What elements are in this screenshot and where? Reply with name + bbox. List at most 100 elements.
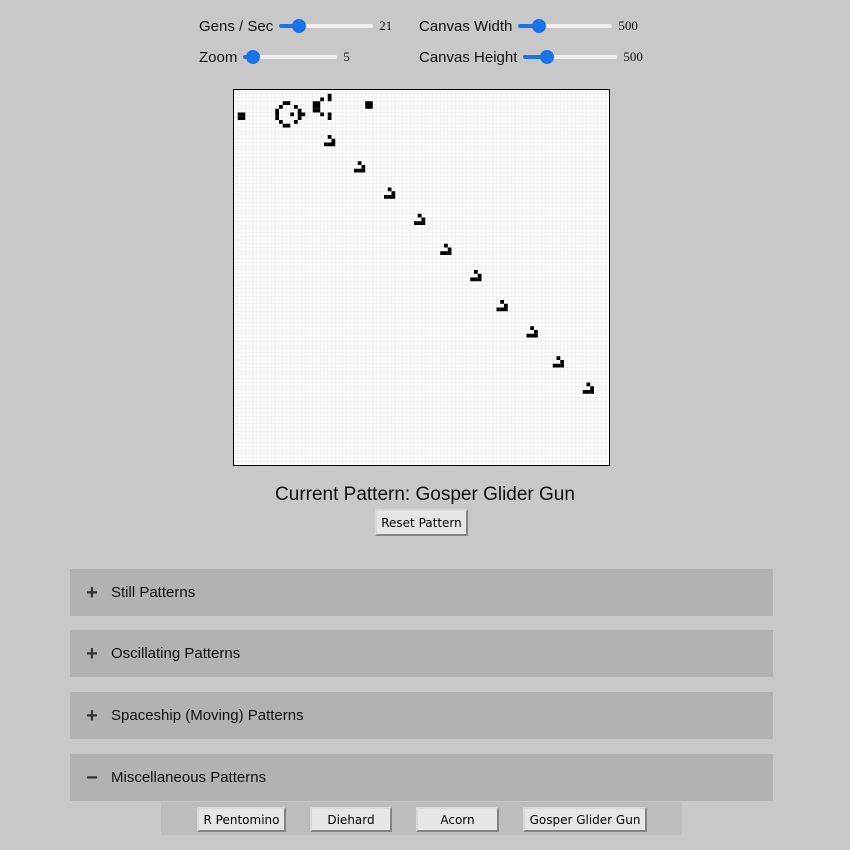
live-cell: [504, 307, 508, 312]
live-cell: [327, 93, 332, 98]
live-cell: [440, 251, 444, 255]
live-cell: [560, 363, 564, 368]
live-cell: [361, 165, 366, 169]
accordion-miscellaneous-patterns[interactable]: − Miscellaneous Patterns: [70, 754, 773, 801]
accordion-spaceship-patterns[interactable]: + Spaceship (Moving) Patterns: [70, 692, 773, 739]
live-cell: [556, 356, 561, 360]
slider-thumb[interactable]: [539, 50, 554, 64]
current-pattern-label: Current Pattern: Gosper Glider Gun: [275, 484, 575, 505]
live-cell: [477, 273, 482, 278]
live-cell: [365, 101, 369, 105]
live-cell: [275, 108, 279, 113]
slider-track: [523, 55, 618, 59]
slider-fill: [523, 55, 547, 59]
live-cell: [496, 307, 501, 312]
canvas-width-slider[interactable]: [518, 16, 613, 36]
live-cell: [357, 161, 362, 165]
gens-per-sec-value: 21: [379, 18, 393, 33]
gens-per-sec-label: Gens / Sec: [199, 17, 274, 35]
canvas-height-control: Canvas Height 500: [419, 47, 643, 67]
zoom-value: 5: [343, 49, 350, 64]
live-cell: [290, 112, 294, 117]
live-cell: [586, 382, 591, 387]
live-cell: [474, 270, 478, 274]
accordion-title: Oscillating Patterns: [111, 645, 241, 662]
live-cell: [417, 213, 422, 218]
plus-icon: +: [86, 704, 98, 727]
gosper-glider-gun-button[interactable]: Gosper Glider Gun: [523, 807, 647, 832]
reset-pattern-button[interactable]: Reset Pattern: [375, 509, 468, 536]
live-cell: [331, 142, 336, 147]
accordion-title: Miscellaneous Patterns: [111, 769, 267, 786]
live-cell: [316, 108, 321, 113]
live-cell: [312, 108, 317, 113]
canvas-height-slider[interactable]: [523, 47, 618, 67]
live-cell: [316, 105, 321, 109]
live-cell: [369, 101, 373, 105]
live-cells: [237, 93, 594, 394]
live-cell: [500, 307, 504, 312]
zoom-slider[interactable]: [243, 47, 338, 67]
acorn-button[interactable]: Acorn: [416, 807, 499, 832]
plus-icon: +: [86, 581, 98, 604]
live-cell: [297, 108, 302, 113]
live-cell: [279, 105, 283, 109]
accordion-oscillating-patterns[interactable]: + Oscillating Patterns: [70, 630, 773, 677]
zoom-label: Zoom: [199, 48, 238, 66]
live-cell: [447, 251, 452, 255]
live-cell: [582, 390, 587, 394]
live-cell: [237, 116, 242, 120]
live-cell: [391, 195, 396, 199]
live-cell: [500, 300, 504, 304]
gens-per-sec-control: Gens / Sec 21: [199, 16, 392, 36]
live-cell: [237, 112, 242, 117]
life-canvas[interactable]: [233, 89, 610, 466]
canvas-width-control: Canvas Width 500: [419, 16, 638, 36]
live-cell: [327, 112, 332, 117]
live-cell: [474, 277, 478, 282]
slider-thumb[interactable]: [532, 19, 547, 33]
live-cell: [294, 105, 298, 109]
live-cell: [275, 112, 279, 117]
live-cell: [241, 116, 246, 120]
live-cell: [279, 120, 283, 124]
live-cell: [361, 168, 366, 173]
live-cell: [444, 243, 448, 248]
live-cell: [590, 386, 594, 390]
diehard-button[interactable]: Diehard: [310, 807, 392, 832]
slider-thumb[interactable]: [291, 19, 306, 33]
canvas-height-value: 500: [623, 49, 643, 64]
live-cell: [414, 221, 418, 225]
accordion-still-patterns[interactable]: + Still Patterns: [70, 569, 773, 616]
live-cell: [444, 251, 448, 255]
live-cell: [421, 221, 426, 225]
live-cell: [384, 195, 388, 199]
live-cell: [387, 195, 392, 199]
live-cell: [504, 303, 508, 308]
live-cell: [301, 112, 306, 117]
live-cell: [526, 333, 531, 338]
live-cell: [354, 168, 358, 173]
live-cell: [327, 135, 332, 139]
accordion-title: Still Patterns: [111, 584, 196, 601]
gens-per-sec-slider[interactable]: [279, 16, 374, 36]
live-cell: [552, 363, 557, 368]
controls-panel: Gens / Sec 21 Canvas Width 500 Zoom 5 Ca…: [0, 0, 850, 80]
canvas-height-label: Canvas Height: [419, 48, 518, 66]
slider-fill: [279, 24, 299, 28]
live-cell: [560, 360, 564, 364]
slider-fill: [518, 24, 540, 28]
live-cell: [316, 101, 321, 105]
live-cell: [275, 116, 279, 120]
live-cell: [417, 221, 422, 225]
live-cell: [477, 277, 482, 282]
r-pentomino-button[interactable]: R Pentomino: [197, 807, 286, 832]
miscellaneous-patterns-panel: R Pentomino Diehard Acorn Gosper Glider …: [161, 802, 682, 835]
live-cell: [530, 333, 534, 338]
live-cell: [421, 217, 426, 222]
slider-thumb[interactable]: [245, 50, 260, 64]
live-cell: [530, 326, 534, 330]
canvas-width-label: Canvas Width: [419, 17, 513, 35]
minus-icon: −: [86, 766, 98, 789]
live-cell: [556, 363, 561, 368]
